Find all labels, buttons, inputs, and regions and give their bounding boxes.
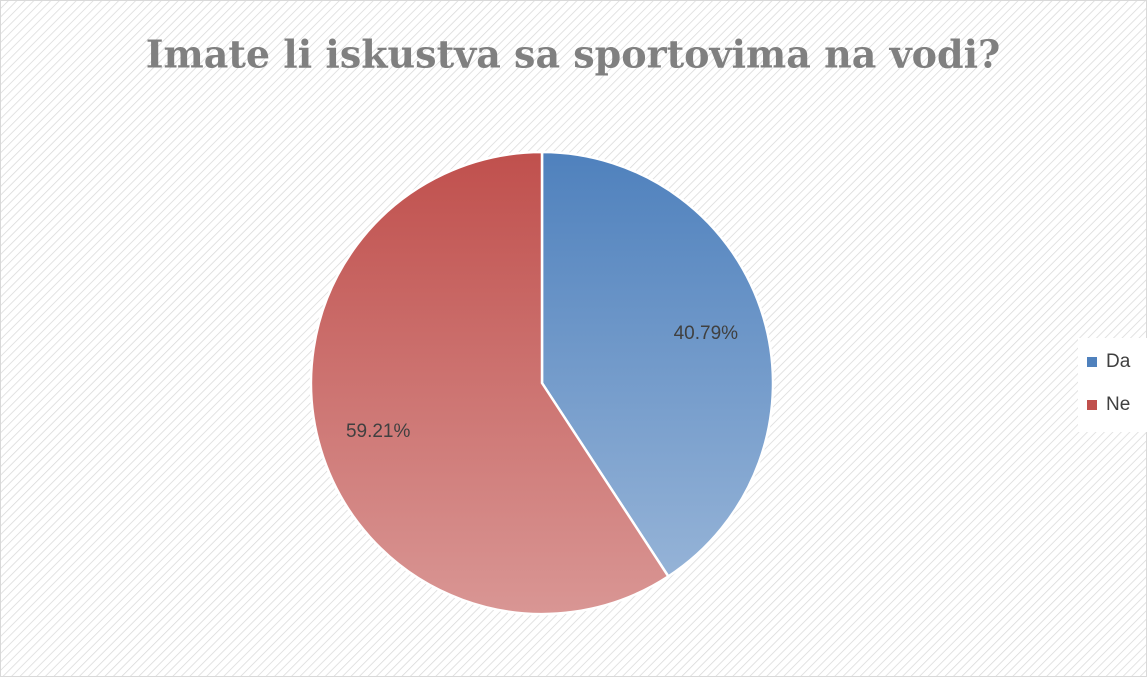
legend-label: Ne (1106, 394, 1130, 415)
data-label: 40.79% (674, 323, 739, 344)
pie-slice (309, 150, 671, 616)
legend-swatch (1087, 400, 1097, 410)
legend-box (1078, 338, 1147, 432)
legend-label: Da (1106, 351, 1131, 372)
chart-title: Imate li iskustva sa sportovima na vodi? (146, 32, 1001, 77)
legend-swatch (1087, 357, 1097, 367)
data-label: 59.21% (346, 421, 411, 442)
